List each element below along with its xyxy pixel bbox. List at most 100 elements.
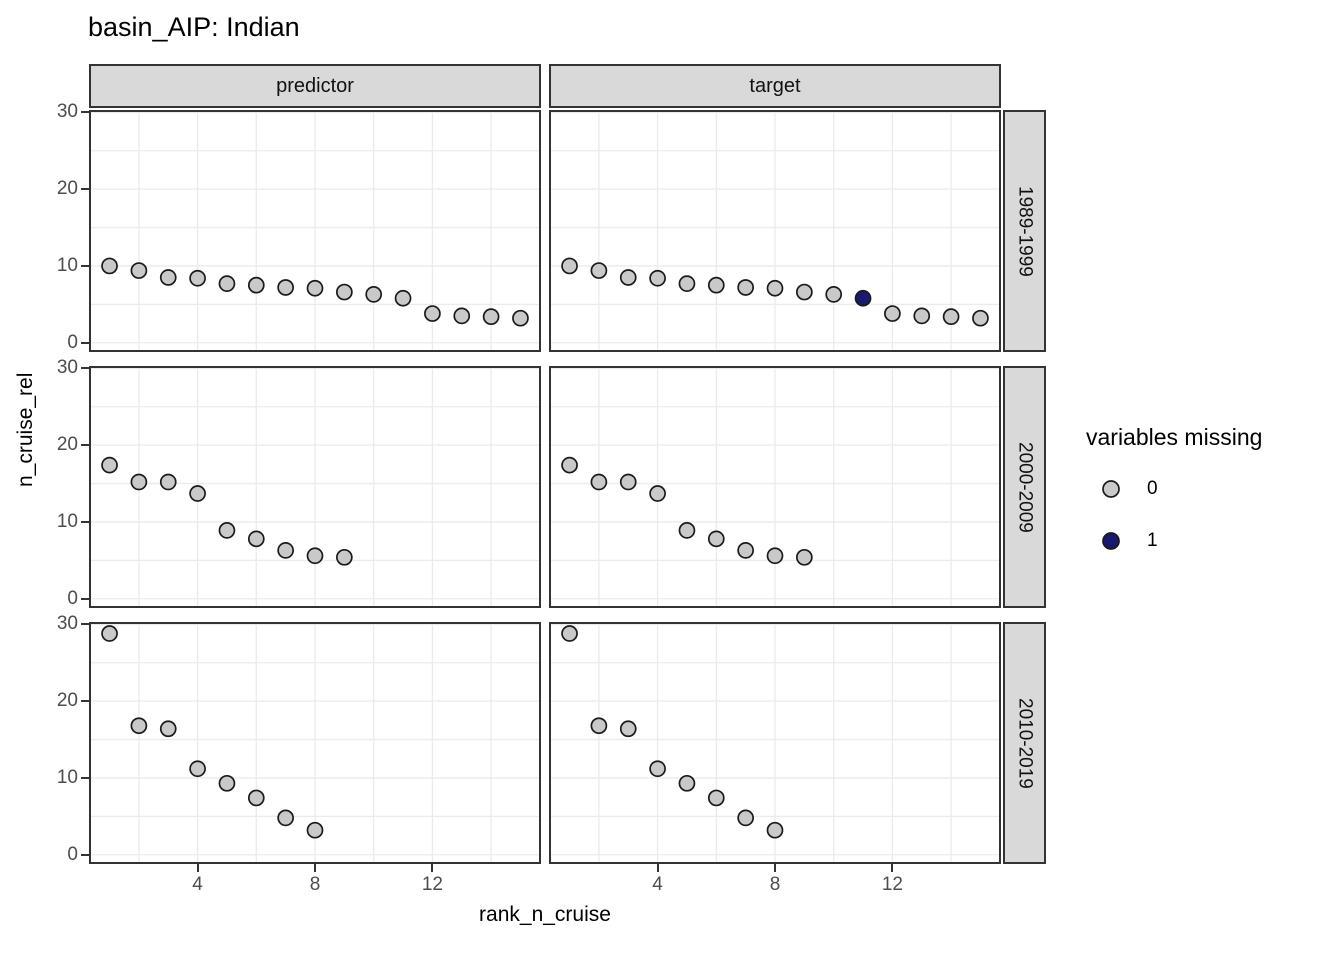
y-tick-mark — [81, 444, 89, 447]
panel-border — [549, 366, 1001, 608]
panel-canvas — [89, 110, 541, 352]
data-point — [796, 548, 813, 566]
y-tick-mark — [81, 264, 89, 267]
data-point — [306, 279, 324, 297]
data-point — [796, 283, 813, 301]
y-tick-label: 20 — [56, 434, 78, 456]
y-tick-label: 30 — [56, 613, 78, 635]
data-point — [189, 269, 206, 287]
data-point — [130, 262, 148, 279]
legend-key-icon — [1102, 480, 1120, 498]
data-point — [619, 720, 637, 738]
legend-entry-label: 0 — [1147, 478, 1158, 499]
x-tick-mark — [891, 864, 894, 872]
data-point — [189, 485, 206, 502]
data-point — [649, 269, 666, 287]
data-point — [913, 307, 931, 325]
panel-canvas — [89, 622, 541, 864]
data-point — [247, 789, 265, 807]
y-tick-label: 20 — [56, 178, 78, 200]
x-tick-label: 4 — [652, 874, 663, 895]
legend-entry: 0 — [1058, 469, 1344, 509]
data-point — [561, 625, 578, 642]
row-strip-1989-1999: 1989-1999 — [1003, 110, 1046, 352]
facet-panel-predictor-2010-2019 — [89, 622, 541, 864]
panel-border — [89, 622, 541, 864]
y-tick-mark — [81, 520, 89, 523]
y-tick-label: 30 — [56, 101, 78, 123]
data-point — [394, 289, 412, 307]
data-point — [737, 279, 754, 296]
x-tick-mark — [431, 864, 434, 872]
data-point — [306, 821, 324, 839]
panel-canvas — [89, 366, 541, 608]
data-point — [590, 262, 608, 279]
y-tick-mark — [81, 776, 89, 779]
y-tick-mark — [81, 597, 89, 600]
data-point — [336, 548, 353, 566]
data-point — [159, 720, 177, 738]
data-point — [678, 774, 696, 792]
data-point — [159, 269, 177, 286]
y-tick-mark — [81, 341, 89, 344]
data-point — [277, 809, 294, 827]
data-point — [766, 279, 784, 297]
data-point — [590, 717, 608, 735]
x-tick-label: 4 — [192, 874, 203, 895]
data-point — [277, 542, 294, 559]
data-point — [482, 308, 500, 326]
legend-point-icon — [1102, 532, 1120, 550]
legend-entry-label: 1 — [1147, 530, 1158, 551]
x-tick-label: 8 — [309, 874, 321, 895]
data-point — [277, 279, 294, 296]
legend-point-icon — [1102, 480, 1120, 498]
data-point — [707, 530, 725, 548]
data-point — [825, 286, 843, 303]
facet-panel-target-2010-2019 — [549, 622, 1001, 864]
data-point — [365, 286, 383, 303]
data-point — [247, 276, 265, 294]
data-point — [707, 789, 725, 807]
column-strip-predictor: predictor — [89, 64, 541, 108]
data-point — [453, 307, 471, 325]
legend: variables missing 0 1 — [1058, 424, 1344, 561]
x-tick-label: 12 — [881, 874, 903, 895]
data-point — [942, 308, 960, 326]
y-tick-mark — [81, 853, 89, 856]
x-tick-mark — [656, 864, 659, 872]
y-tick-label: 0 — [67, 843, 78, 865]
x-tick-mark — [774, 864, 776, 872]
panel-canvas — [549, 622, 1001, 864]
data-point — [130, 473, 148, 491]
y-tick-mark — [81, 700, 89, 703]
y-tick-mark — [81, 111, 89, 114]
panel-border — [549, 622, 1001, 864]
row-strip-2010-2019: 2010-2019 — [1003, 622, 1046, 864]
data-point — [972, 309, 989, 327]
legend-title: variables missing — [1086, 424, 1263, 450]
y-tick-label: 10 — [56, 510, 78, 532]
data-point — [649, 760, 666, 778]
legend-key-icon — [1102, 532, 1120, 550]
data-point — [619, 269, 637, 286]
y-tick-label: 10 — [56, 766, 78, 788]
data-point — [424, 305, 441, 322]
data-point — [766, 547, 784, 565]
x-tick-label: 12 — [421, 874, 443, 895]
data-point — [649, 485, 666, 502]
x-axis-title: rank_n_cruise — [479, 903, 611, 926]
data-point — [707, 276, 725, 294]
data-point — [218, 522, 236, 539]
column-strip-target: target — [549, 64, 1001, 108]
data-point — [854, 289, 872, 307]
data-point — [766, 821, 784, 839]
data-point — [561, 456, 578, 474]
data-point — [590, 473, 608, 491]
data-point — [101, 257, 118, 275]
x-tick-mark — [196, 864, 199, 872]
y-tick-mark — [81, 623, 89, 626]
data-point — [336, 283, 353, 301]
data-point — [159, 473, 177, 491]
facet-panel-target-1989-1999 — [549, 110, 1001, 352]
